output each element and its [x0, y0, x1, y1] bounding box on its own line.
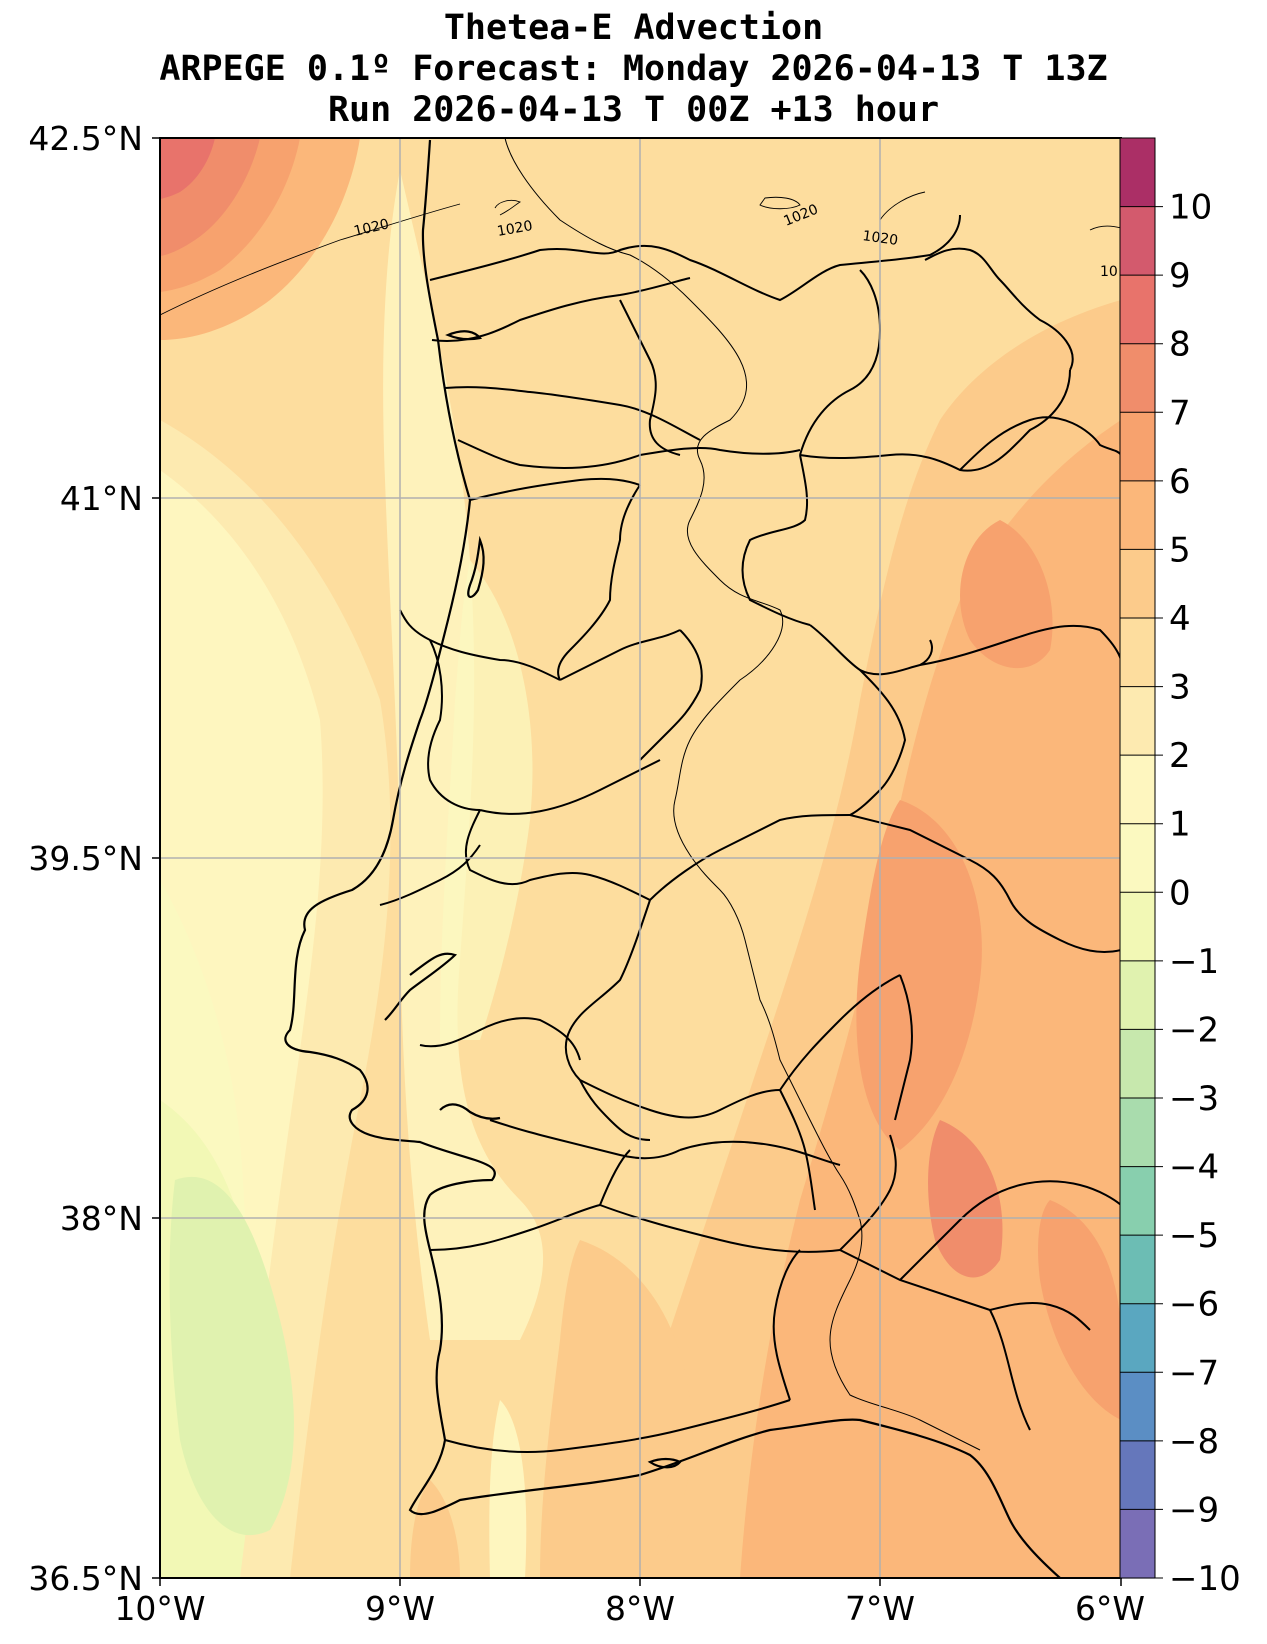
- lon-tick-label: 8°W: [605, 1589, 675, 1628]
- axis-tick-marks: [152, 137, 1122, 1586]
- colorbar-tick-label: 0: [1169, 873, 1191, 913]
- advection-contours: [160, 138, 1121, 1578]
- coastline: [284, 139, 1061, 1578]
- lat-tick-label: 36.5°N: [28, 1559, 143, 1598]
- isobar-label: 10: [1100, 264, 1118, 280]
- colorbar-segment: [1120, 686, 1155, 756]
- colorbar-segment: [1120, 275, 1155, 345]
- colorbar-tick-label: −9: [1169, 1490, 1219, 1530]
- colorbar-tick-label: −2: [1169, 1010, 1219, 1050]
- lat-tick-label: 41°N: [60, 479, 143, 518]
- colorbar-tick-label: 1: [1169, 805, 1191, 845]
- colorbar-segment: [1120, 960, 1155, 1031]
- lon-tick-label: 6°W: [1075, 1589, 1145, 1628]
- map-plot-area: 1020 1020 1020 1020 10: [160, 138, 1121, 1578]
- colorbar-tick-label: −4: [1169, 1148, 1219, 1188]
- colorbar-tick-label: 9: [1169, 256, 1191, 296]
- colorbar-segment: [1120, 1372, 1155, 1442]
- colorbar-tick-label: 2: [1169, 736, 1191, 776]
- colorbar-segment: [1120, 1303, 1155, 1373]
- lon-tick-label: 10°W: [114, 1589, 205, 1628]
- country-border: [504, 138, 981, 1451]
- colorbar-tick-label: 8: [1169, 325, 1191, 365]
- colorbar-segment: [1120, 549, 1155, 619]
- colorbar-segment: [1120, 618, 1155, 688]
- colorbar-segment: [1120, 412, 1155, 482]
- colorbar-tick-label: 4: [1169, 599, 1191, 639]
- colorbar-segment: [1120, 343, 1155, 413]
- colorbar-segment: [1120, 823, 1155, 893]
- pressure-isolines: [160, 191, 1121, 316]
- colorbar-tick-label: 6: [1169, 462, 1191, 502]
- colorbar-segment: [1120, 1440, 1155, 1511]
- colorbar-segment: [1120, 755, 1155, 825]
- longitude-tick-labels: 10°W 9°W 8°W 7°W 6°W: [114, 1589, 1145, 1628]
- colorbar-tick-label: −5: [1169, 1216, 1219, 1256]
- colorbar-tick-label: −8: [1169, 1422, 1219, 1462]
- latitude-tick-labels: 42.5°N 41°N 39.5°N 38°N 36.5°N: [28, 119, 143, 1598]
- colorbar-segment: [1120, 1098, 1155, 1168]
- lat-tick-label: 42.5°N: [28, 119, 143, 158]
- chart-subtitle-forecast: ARPEGE 0.1º Forecast: Monday 2026-04-13 …: [159, 49, 1108, 89]
- lon-tick-label: 9°W: [365, 1589, 435, 1628]
- colorbar-tick-label: 3: [1169, 668, 1191, 708]
- colorbar-segment: [1120, 138, 1155, 208]
- map-gridlines: [160, 138, 1121, 1578]
- colorbar-tick-label: 10: [1169, 188, 1212, 228]
- colorbar-segment: [1120, 1029, 1155, 1099]
- colorbar-tick-label: 5: [1169, 530, 1191, 570]
- colorbar-frame: [1119, 137, 1156, 1579]
- colorbar-tick-label: 7: [1169, 393, 1191, 433]
- lat-tick-label: 38°N: [60, 1199, 143, 1238]
- colorbar-segment: [1120, 480, 1155, 551]
- district-borders: [379, 214, 1121, 1453]
- colorbar-segment: [1120, 206, 1155, 276]
- colorbar-segment: [1120, 1509, 1155, 1579]
- colorbar-tick-label: −10: [1169, 1559, 1241, 1599]
- chart-title: Thetea-E Advection: [443, 8, 824, 48]
- lon-tick-label: 7°W: [845, 1589, 915, 1628]
- isobar-label: 1020: [496, 218, 534, 240]
- lat-tick-label: 39.5°N: [28, 839, 143, 878]
- colorbar-segment: [1120, 1235, 1155, 1305]
- colorbar-segment: [1120, 1166, 1155, 1236]
- colorbar-tick-label: −1: [1169, 942, 1219, 982]
- chart-subtitle-run: Run 2026-04-13 T 00Z +13 hour: [327, 90, 940, 130]
- colorbar-tick-label: −3: [1169, 1079, 1219, 1119]
- colorbar-segment: [1120, 892, 1155, 962]
- colorbar-tick-label: −6: [1169, 1285, 1219, 1325]
- colorbar-tick-label: −7: [1169, 1353, 1219, 1393]
- isobar-label: 1020: [352, 216, 390, 240]
